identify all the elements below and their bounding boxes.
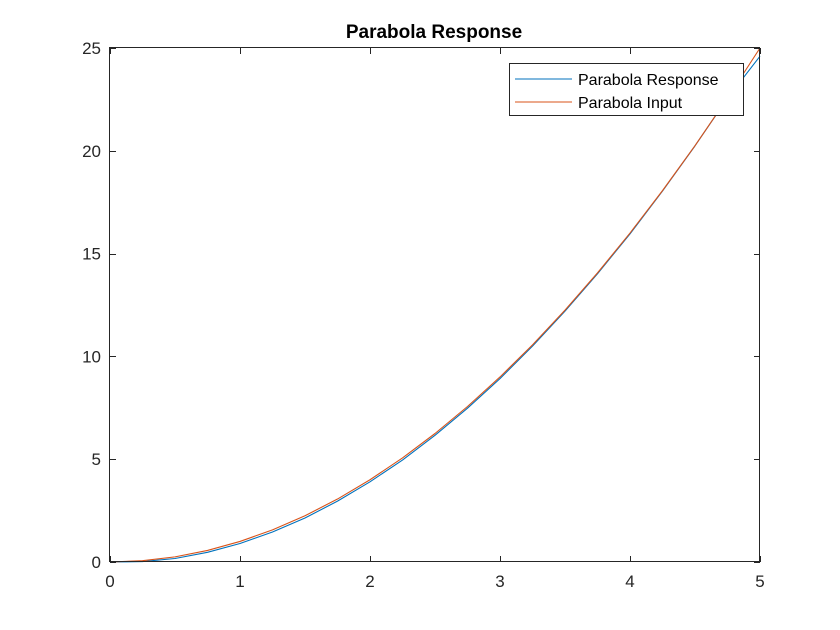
legend-label-parabola-input: Parabola Input (578, 95, 683, 112)
y-tick-label: 20 (82, 142, 101, 161)
y-tick-label: 25 (82, 39, 101, 58)
y-tick-label: 0 (92, 553, 101, 572)
x-tick-label: 3 (495, 572, 504, 591)
x-axis-ticks: 0 1 2 3 4 5 (105, 48, 765, 591)
chart-title: Parabola Response (346, 22, 522, 43)
x-tick-label: 4 (625, 572, 634, 591)
x-tick-label: 0 (105, 572, 114, 591)
series-line-parabola-input (109, 47, 761, 563)
y-tick-label: 10 (82, 347, 101, 366)
x-tick-label: 2 (365, 572, 374, 591)
x-tick-label: 5 (755, 572, 764, 591)
x-tick-label: 1 (235, 572, 244, 591)
y-axis-ticks: 0 5 10 15 20 25 (82, 39, 760, 572)
plot-area-frame (109, 47, 760, 562)
y-tick-label: 5 (92, 450, 101, 469)
series-line-parabola-response (109, 55, 761, 563)
legend-box (509, 63, 744, 116)
y-tick-label: 15 (82, 245, 101, 264)
plot-lines (109, 47, 761, 563)
legend-label-parabola-response: Parabola Response (578, 72, 719, 89)
legend: Parabola Response Parabola Input (509, 63, 744, 116)
